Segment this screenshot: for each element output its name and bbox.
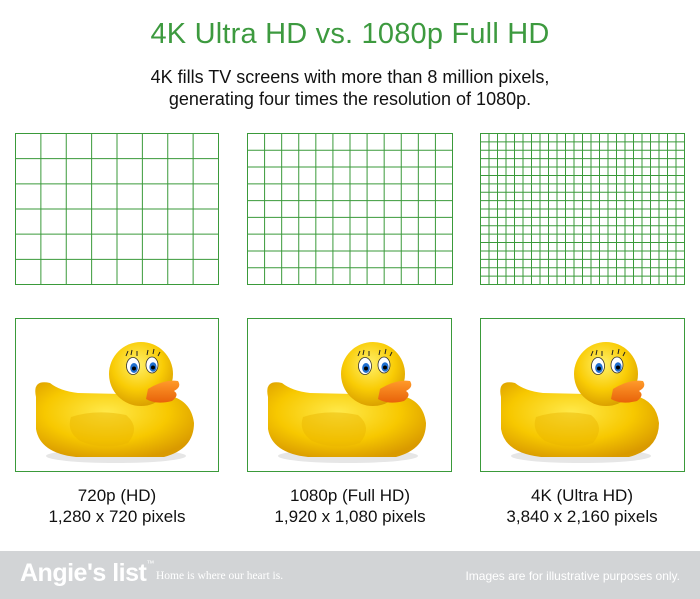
subtitle-line-2: generating four times the resolution of … (168, 89, 532, 109)
pixel-grid-720p (15, 133, 219, 285)
grid-lines (16, 134, 219, 285)
caption-720p-label: 720p (HD) (77, 486, 157, 505)
tagline: Home is where our heart is. (156, 570, 284, 582)
angies-list-logo: Angie's list™ (20, 559, 154, 588)
rubber-duck-icon (267, 342, 426, 463)
page-title: 4K Ultra HD vs. 1080p Full HD (150, 18, 550, 50)
subtitle: 4K fills TV screens with more than 8 mil… (0, 66, 700, 110)
caption-720p: 720p (HD) 1,280 x 720 pixels (2, 485, 232, 527)
caption-1080p-label: 1080p (Full HD) (290, 486, 410, 505)
caption-1080p-pixels: 1,920 x 1,080 pixels (274, 507, 426, 526)
caption-1080p: 1080p (Full HD) 1,920 x 1,080 pixels (235, 485, 465, 527)
caption-4k-pixels: 3,840 x 2,160 pixels (506, 507, 658, 526)
caption-720p-pixels: 1,280 x 720 pixels (48, 507, 186, 526)
disclaimer: Images are for illustrative purposes onl… (465, 569, 680, 583)
logo-text: Angie's list (20, 559, 147, 587)
rubber-duck-icon (500, 342, 659, 463)
duck-image-720p (15, 318, 219, 472)
pixel-grid-1080p (247, 133, 453, 285)
rubber-duck-icon (35, 342, 194, 463)
duck-image-4k (480, 318, 685, 472)
grid-lines (248, 134, 453, 285)
footer-bar: Angie's list™ Home is where our heart is… (0, 551, 700, 599)
grid-lines (481, 134, 685, 285)
duck-image-1080p (247, 318, 452, 472)
caption-4k: 4K (Ultra HD) 3,840 x 2,160 pixels (467, 485, 697, 527)
caption-4k-label: 4K (Ultra HD) (530, 486, 633, 505)
subtitle-line-1: 4K fills TV screens with more than 8 mil… (150, 67, 550, 87)
pixel-grid-4k (480, 133, 685, 285)
trademark-icon: ™ (146, 559, 154, 568)
